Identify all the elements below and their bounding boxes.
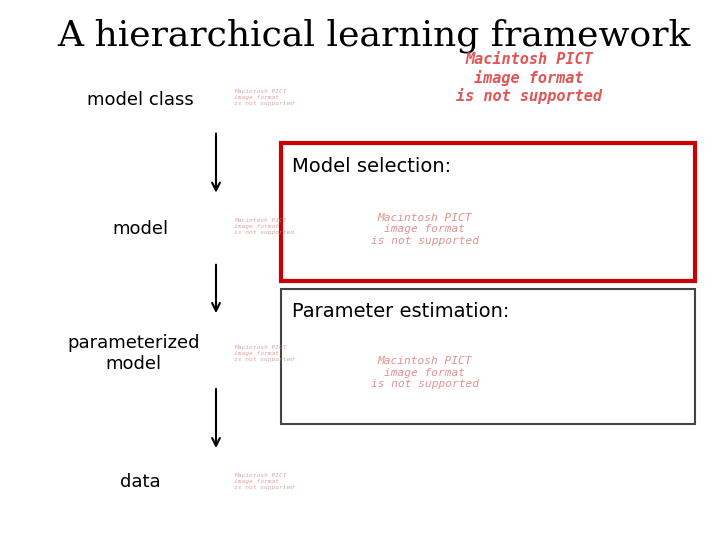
Text: A hierarchical learning framework: A hierarchical learning framework [58,19,691,53]
Bar [281,143,695,281]
Text: Macintosh PICT
image format
is not supported: Macintosh PICT image format is not suppo… [234,346,294,362]
Bar [281,289,695,424]
Text: Macintosh PICT
image format
is not supported: Macintosh PICT image format is not suppo… [234,89,294,105]
Text: Macintosh PICT
image format
is not supported: Macintosh PICT image format is not suppo… [234,219,294,235]
Text: Macintosh PICT
image format
is not supported: Macintosh PICT image format is not suppo… [234,474,294,490]
Text: Macintosh PICT
image format
is not supported: Macintosh PICT image format is not suppo… [371,356,479,389]
Text: Parameter estimation:: Parameter estimation: [292,302,509,321]
Text: Macintosh PICT
image format
is not supported: Macintosh PICT image format is not suppo… [456,52,602,104]
Text: Macintosh PICT
image format
is not supported: Macintosh PICT image format is not suppo… [371,213,479,246]
Text: model class: model class [87,91,194,109]
Text: parameterized
model: parameterized model [67,334,199,373]
Text: model: model [112,220,168,239]
Text: Model selection:: Model selection: [292,157,451,176]
Text: data: data [120,472,161,491]
